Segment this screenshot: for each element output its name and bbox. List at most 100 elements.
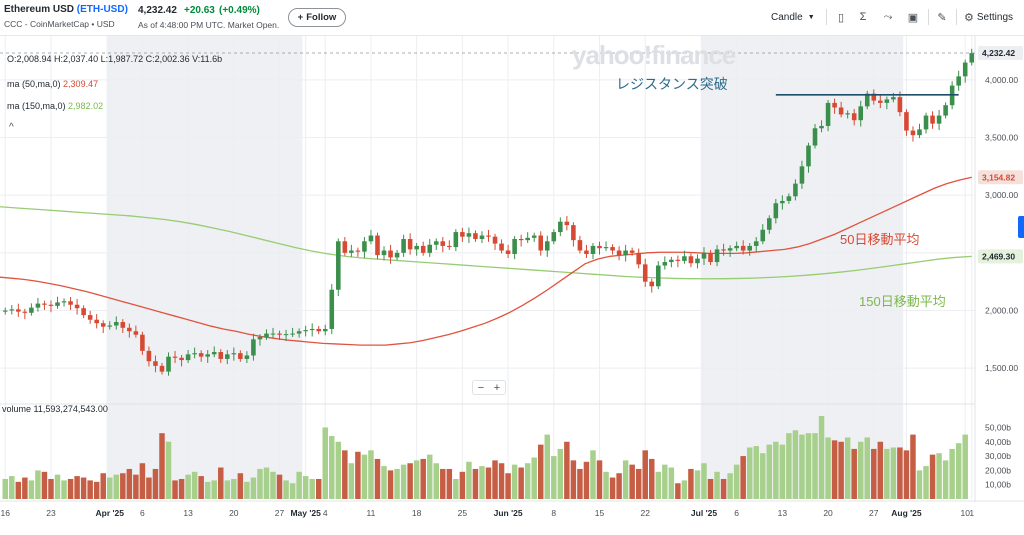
volume-bar: [211, 480, 217, 499]
candle-body: [48, 304, 54, 306]
draw-pencil-icon[interactable]: ✎: [937, 11, 947, 24]
candle-body: [159, 365, 165, 372]
chart-type-icon[interactable]: ▯: [837, 11, 845, 24]
candle-body: [296, 331, 302, 334]
candle-body: [760, 229, 766, 242]
candle-body: [577, 240, 583, 251]
price-chart[interactable]: 1,500.002,000.002,500.003,000.003,500.00…: [0, 36, 1024, 535]
zoom-in-button[interactable]: +: [493, 381, 501, 394]
x-tick-label: 22: [640, 508, 650, 518]
candle-body: [133, 331, 139, 335]
volume-bar: [28, 480, 35, 499]
volume-bar: [609, 477, 616, 499]
ma50-line: [0, 176, 972, 346]
candle-body: [355, 250, 361, 252]
candle-body: [649, 281, 655, 287]
volume-bar: [198, 476, 204, 499]
scroll-handle[interactable]: [1018, 216, 1024, 238]
candle-body: [845, 113, 850, 115]
volume-bar: [485, 467, 492, 499]
candle-body: [2, 310, 8, 312]
chart-type-dropdown[interactable]: Candle ▼: [771, 11, 815, 23]
candle-body: [127, 327, 132, 332]
volume-bar: [139, 463, 146, 499]
y-tick-label: 3,500.00: [985, 132, 1018, 142]
volume-bar: [949, 448, 955, 499]
volume-bar: [426, 454, 433, 499]
volume-bar: [701, 463, 707, 499]
ma150-line: [0, 206, 972, 280]
volume-bar: [773, 441, 779, 499]
volume-bar: [107, 477, 113, 499]
volume-bar: [178, 478, 185, 499]
candle-body: [225, 354, 230, 359]
candle-body: [799, 166, 805, 184]
candle-body: [381, 250, 387, 256]
volume-bar: [270, 471, 276, 499]
volume-bar: [302, 476, 309, 499]
quote-header: Ethereum USD (ETH-USD) CCC - CoinMarketC…: [0, 0, 1024, 36]
x-tick-label: 27: [275, 508, 285, 518]
volume-bar: [165, 441, 172, 499]
x-tick-label: May '25: [290, 508, 321, 518]
volume-bar: [942, 460, 949, 499]
volume-bar: [309, 478, 315, 499]
ma150-legend[interactable]: ma (150,ma,0) 2,982.02: [7, 101, 104, 111]
volume-bar: [276, 474, 283, 499]
candle-body: [969, 53, 975, 63]
candle-body: [264, 333, 269, 338]
ticker-link[interactable]: (ETH-USD): [76, 4, 128, 15]
events-icon[interactable]: ▣: [907, 11, 919, 24]
candle-body: [564, 221, 570, 226]
volume-bar: [413, 460, 420, 499]
volume-bar: [916, 470, 923, 499]
volume-bar: [668, 467, 675, 499]
volume-bar: [87, 480, 93, 499]
volume-bar: [649, 458, 655, 499]
settings-button[interactable]: ⚙ Settings: [964, 11, 1014, 24]
volume-bar: [583, 461, 590, 499]
follow-button[interactable]: + Follow: [288, 8, 346, 27]
zoom-out-button[interactable]: −: [477, 381, 485, 394]
candle-body: [329, 289, 335, 329]
volume-bar: [368, 450, 374, 499]
candle-body: [590, 245, 596, 254]
volume-bar: [629, 464, 635, 499]
candle-body: [290, 333, 295, 335]
candle-body: [910, 130, 916, 136]
candle-body: [708, 252, 713, 263]
volume-bar: [446, 468, 453, 499]
candle-body: [551, 232, 557, 242]
candle-body: [420, 245, 426, 253]
sigma-indicators-icon[interactable]: Σ: [859, 11, 867, 23]
volume-bar: [35, 470, 41, 499]
volume-bar: [355, 451, 361, 499]
candle-body: [505, 250, 511, 254]
x-tick-label: 15: [595, 508, 605, 518]
volume-bar: [851, 448, 857, 499]
candle-body: [734, 245, 739, 249]
candle-body: [499, 243, 504, 251]
volume-bar: [766, 444, 773, 499]
ma50-legend[interactable]: ma (50,ma,0) 2,309.47: [7, 79, 99, 89]
candle-body: [655, 265, 661, 287]
volume-bar: [394, 468, 400, 499]
candle-body: [192, 353, 197, 355]
volume-bar: [257, 468, 263, 499]
volume-bar: [714, 471, 720, 499]
volume-bar: [786, 433, 792, 499]
volume-bar: [231, 478, 237, 499]
candle-body: [447, 245, 452, 248]
chevron-up-icon[interactable]: ^: [9, 122, 14, 133]
volume-bar: [133, 474, 139, 499]
toolbar-divider: [826, 9, 827, 25]
candle-body: [153, 361, 158, 366]
volume-bar: [544, 434, 551, 499]
candle-body: [388, 250, 393, 258]
candle-body: [806, 145, 811, 167]
candle-body: [414, 245, 419, 250]
y-tick-label: 3,000.00: [985, 190, 1018, 200]
candle-body: [107, 325, 113, 327]
x-tick-label: 20: [823, 508, 833, 518]
compare-icon[interactable]: ⤳: [883, 10, 893, 23]
